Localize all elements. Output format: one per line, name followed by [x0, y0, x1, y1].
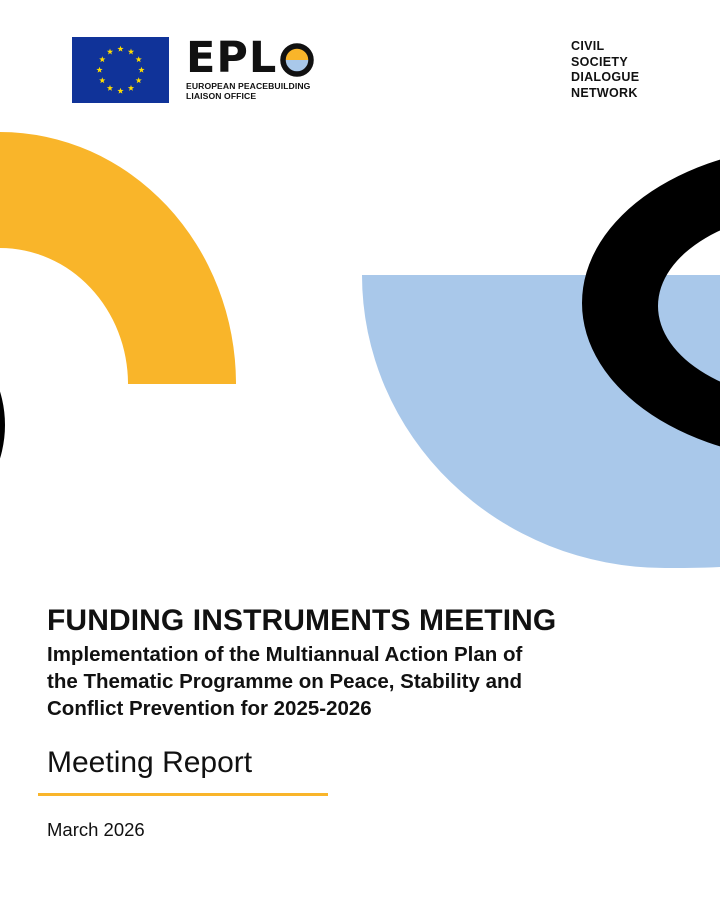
eu-star-icon — [106, 84, 114, 91]
title-block: FUNDING INSTRUMENTS MEETING Implementati… — [38, 603, 687, 841]
eu-star-icon — [117, 87, 124, 94]
black-ring-left-shape — [0, 391, 5, 459]
eplo-wordmark-text: EPL — [186, 33, 278, 83]
csdn-line-1: CIVIL — [571, 39, 605, 53]
main-title: FUNDING INSTRUMENTS MEETING — [47, 604, 557, 637]
subtitle-line-3: Conflict Prevention for 2025-2026 — [47, 697, 372, 720]
eplo-subtitle-line2: LIAISON OFFICE — [186, 91, 257, 101]
eu-star-icon — [127, 48, 135, 55]
report-date: March 2026 — [47, 819, 145, 840]
yellow-divider — [38, 793, 328, 796]
eu-star-icon — [117, 45, 124, 52]
eu-star-icon — [127, 84, 135, 91]
eu-star-icon — [135, 56, 142, 63]
csdn-line-3: DIALOGUE — [571, 70, 640, 84]
half-filled-circle-icon — [280, 42, 315, 77]
yellow-arc-shape — [0, 132, 236, 384]
eplo-logo: EPL EUROPEAN PEACEBUILDING LIAISON OFFIC… — [186, 33, 315, 101]
subtitle-line-2: the Thematic Programme on Peace, Stabili… — [47, 670, 523, 693]
csdn-line-2: SOCIETY — [571, 54, 628, 69]
eu-star-icon — [99, 56, 106, 63]
subtitle-line-1: Implementation of the Multiannual Action… — [47, 643, 523, 666]
eu-star-icon — [99, 77, 106, 84]
eplo-wordmark: EPL — [186, 33, 315, 83]
eplo-subtitle-line1: EUROPEAN PEACEBUILDING — [186, 81, 311, 91]
eplo-subtitle: EUROPEAN PEACEBUILDING LIAISON OFFICE — [186, 81, 314, 101]
subtitle: Implementation of the Multiannual Action… — [47, 641, 687, 722]
eu-flag-icon — [72, 37, 169, 103]
eu-star-icon — [138, 66, 145, 73]
csdn-logo: CIVIL SOCIETY DIALOGUE NETWORK — [571, 39, 639, 101]
black-ring-right-shape — [582, 159, 720, 447]
csdn-line-4: NETWORK — [571, 85, 638, 100]
eu-star-icon — [135, 77, 142, 84]
eu-star-icon — [106, 48, 114, 55]
report-type: Meeting Report — [47, 746, 253, 779]
eu-star-icon — [96, 66, 103, 73]
